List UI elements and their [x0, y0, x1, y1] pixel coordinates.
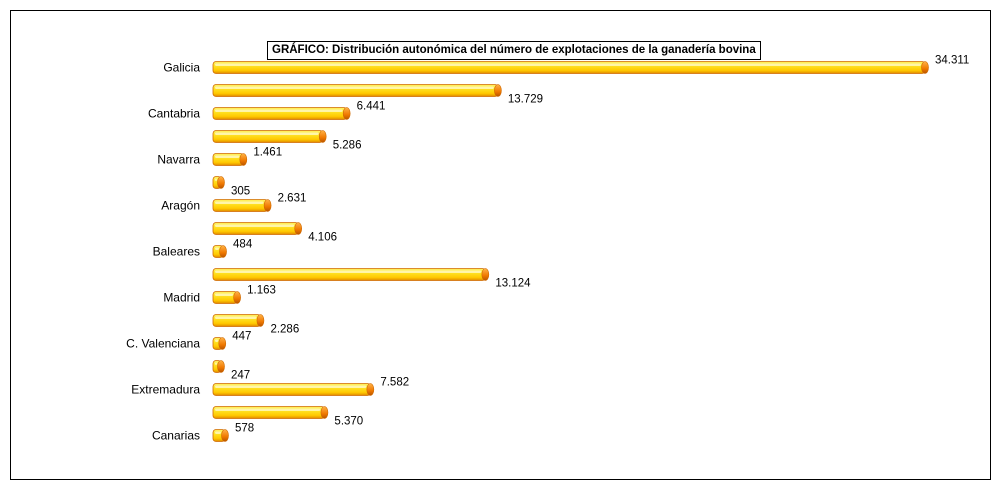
bar-highlight [215, 86, 494, 89]
bar-highlight [215, 339, 219, 342]
bar-end-cap [218, 337, 227, 350]
bar-11 [212, 314, 265, 327]
category-label-12: C. Valenciana [126, 337, 200, 351]
bar-end-cap [221, 429, 229, 442]
value-label-3: 5.286 [333, 140, 362, 152]
bar-end-cap [217, 176, 225, 189]
bar-highlight [215, 362, 217, 365]
bar-end-cap [233, 291, 241, 304]
bar-highlight [215, 132, 319, 135]
bar-highlight [215, 385, 367, 388]
bar-highlight [215, 270, 482, 273]
value-label-4: 1.461 [253, 147, 282, 159]
bar-body [212, 268, 486, 281]
category-label-4: Navarra [157, 153, 200, 167]
bar-6 [212, 199, 272, 212]
bar-highlight [215, 316, 257, 319]
value-label-8: 484 [233, 239, 253, 251]
bar-5 [212, 176, 225, 189]
bar-end-cap [294, 222, 303, 235]
bar-highlight [215, 431, 221, 434]
value-label-10: 1.163 [247, 285, 276, 297]
bar-12 [212, 337, 227, 350]
bar-end-cap [256, 314, 265, 327]
value-label-16: 578 [235, 423, 254, 435]
bar-highlight [215, 178, 217, 181]
value-label-9: 13.124 [495, 278, 531, 290]
value-label-5: 305 [231, 186, 250, 198]
bar-15 [212, 406, 329, 419]
value-label-13: 247 [231, 370, 250, 382]
bar-highlight [215, 201, 264, 204]
bar-end-cap [342, 107, 351, 120]
value-label-2: 6.441 [357, 101, 386, 113]
bar-body [212, 314, 261, 327]
category-label-10: Madrid [163, 291, 200, 305]
bar-8 [212, 245, 227, 258]
bar-1 [212, 84, 502, 97]
category-label-16: Canarias [152, 429, 200, 443]
bar-highlight [215, 155, 240, 158]
bar-end-cap [318, 130, 327, 143]
category-label-2: Cantabria [148, 107, 200, 121]
bar-body [212, 406, 325, 419]
bar-end-cap [494, 84, 502, 97]
bar-highlight [215, 247, 220, 250]
bar-body [212, 383, 371, 396]
bar-highlight [215, 293, 234, 296]
bar-highlight [215, 408, 321, 411]
bar-10 [212, 291, 241, 304]
bar-body [212, 153, 244, 166]
bar-end-cap [219, 245, 227, 258]
value-label-14: 7.582 [380, 377, 409, 389]
bar-body [212, 61, 926, 74]
bar-highlight [215, 63, 921, 66]
bar-4 [212, 153, 248, 166]
category-label-0: Galicia [163, 61, 200, 75]
bar-highlight [215, 224, 295, 227]
value-label-11: 2.286 [270, 324, 299, 336]
bar-14 [212, 383, 375, 396]
bar-7 [212, 222, 303, 235]
bar-chart: 34.311 Galicia 13.729 6.441 Cantabria 5.286 1.… [126, 55, 969, 443]
bar-16 [212, 429, 229, 442]
bar-0 [212, 61, 929, 74]
value-label-0: 34.311 [935, 55, 969, 67]
category-label-14: Extremadura [131, 383, 200, 397]
bar-body [212, 222, 299, 235]
bar-body [212, 84, 499, 97]
bar-body [212, 107, 348, 120]
bar-2 [212, 107, 351, 120]
bar-end-cap [217, 360, 225, 373]
category-label-6: Aragón [161, 199, 200, 213]
category-label-8: Baleares [153, 245, 200, 259]
bar-highlight [215, 109, 343, 112]
bar-end-cap [366, 383, 375, 396]
value-label-15: 5.370 [334, 416, 363, 428]
bar-end-cap [481, 268, 490, 281]
bar-body [212, 130, 324, 143]
bar-end-cap [921, 61, 929, 74]
bar-end-cap [263, 199, 272, 212]
chart-title: GRÁFICO: Distribución autonómica del núm… [267, 41, 761, 60]
bar-13 [212, 360, 225, 373]
bar-3 [212, 130, 327, 143]
value-label-1: 13.729 [508, 94, 543, 106]
bar-end-cap [320, 406, 329, 419]
bar-body [212, 199, 268, 212]
value-label-7: 4.106 [308, 232, 337, 244]
value-label-6: 2.631 [278, 193, 307, 205]
bar-9 [212, 268, 490, 281]
bar-end-cap [239, 153, 248, 166]
value-label-12: 447 [232, 331, 251, 343]
